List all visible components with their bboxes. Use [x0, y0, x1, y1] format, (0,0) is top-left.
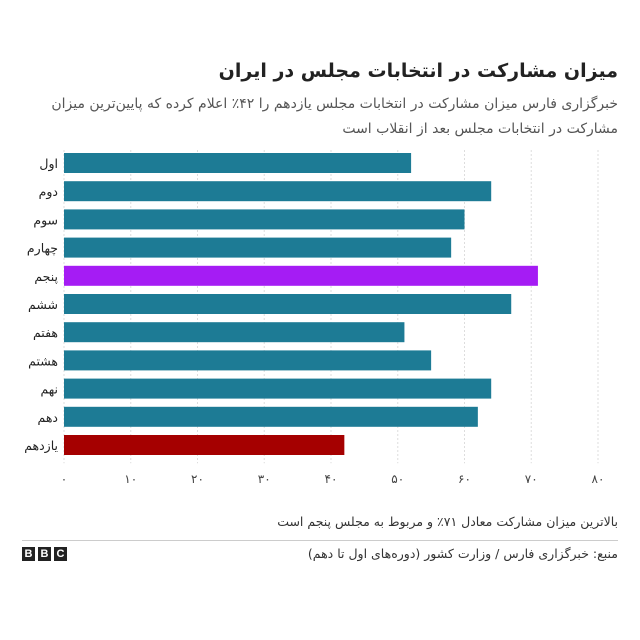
category-label: پنجم — [34, 269, 58, 285]
bar — [64, 294, 512, 314]
logo-letter: B — [22, 547, 35, 561]
category-label: چهارم — [27, 241, 58, 257]
x-tick-label: ۷۰ — [525, 472, 538, 486]
chart-subtitle: خبرگزاری فارس میزان مشارکت در انتخابات م… — [51, 96, 618, 137]
footnote: بالاترین میزان مشارکت معادل ۷۱٪ و مربوط … — [277, 514, 618, 529]
bar — [64, 209, 465, 230]
category-label: یازدهم — [24, 438, 58, 454]
category-label: هفتم — [33, 325, 58, 341]
category-label: اول — [39, 156, 58, 172]
category-label: نهم — [40, 382, 58, 398]
bar — [64, 406, 478, 427]
category-label: دوم — [39, 184, 58, 200]
x-tick-label: ۵۰ — [391, 472, 404, 486]
x-tick-label: ۰ — [61, 472, 67, 486]
bbc-logo: B B C — [22, 547, 67, 561]
footer-divider — [22, 540, 618, 541]
bars — [64, 153, 538, 455]
bar — [64, 350, 432, 371]
bar — [64, 322, 405, 343]
chart-title: میزان مشارکت در انتخابات مجلس در ایران — [218, 60, 618, 82]
bar — [64, 378, 492, 399]
x-tick-label: ۲۰ — [191, 472, 204, 486]
x-tick-label: ۱۰ — [124, 472, 137, 486]
x-tick-label: ۸۰ — [592, 472, 605, 486]
logo-letter: C — [54, 547, 67, 561]
x-tick-labels: ۰ ۱۰ ۲۰ ۳۰ ۴۰ ۵۰ ۶۰ ۷۰ ۸۰ — [61, 472, 605, 486]
bar-chart: اول دوم سوم چهارم پنجم ششم هفتم هشتم نهم دهم یازده… — [24, 150, 605, 486]
category-label: ششم — [28, 297, 58, 313]
source-credit: منبع: خبرگزاری فارس / وزارت کشور (دوره‌ه… — [307, 546, 618, 561]
x-tick-label: ۳۰ — [258, 472, 271, 486]
category-label: سوم — [33, 212, 58, 228]
bar — [64, 181, 492, 202]
x-tick-label: ۴۰ — [325, 472, 338, 486]
x-tick-label: ۶۰ — [458, 472, 471, 486]
category-label: دهم — [38, 410, 58, 426]
category-label: هشتم — [28, 353, 58, 369]
bar — [64, 265, 538, 286]
bar — [64, 153, 412, 173]
bar — [64, 237, 452, 258]
logo-letter: B — [38, 547, 51, 561]
bar — [64, 435, 345, 455]
category-labels: اول دوم سوم چهارم پنجم ششم هفتم هشتم نهم دهم یازده… — [24, 156, 58, 454]
